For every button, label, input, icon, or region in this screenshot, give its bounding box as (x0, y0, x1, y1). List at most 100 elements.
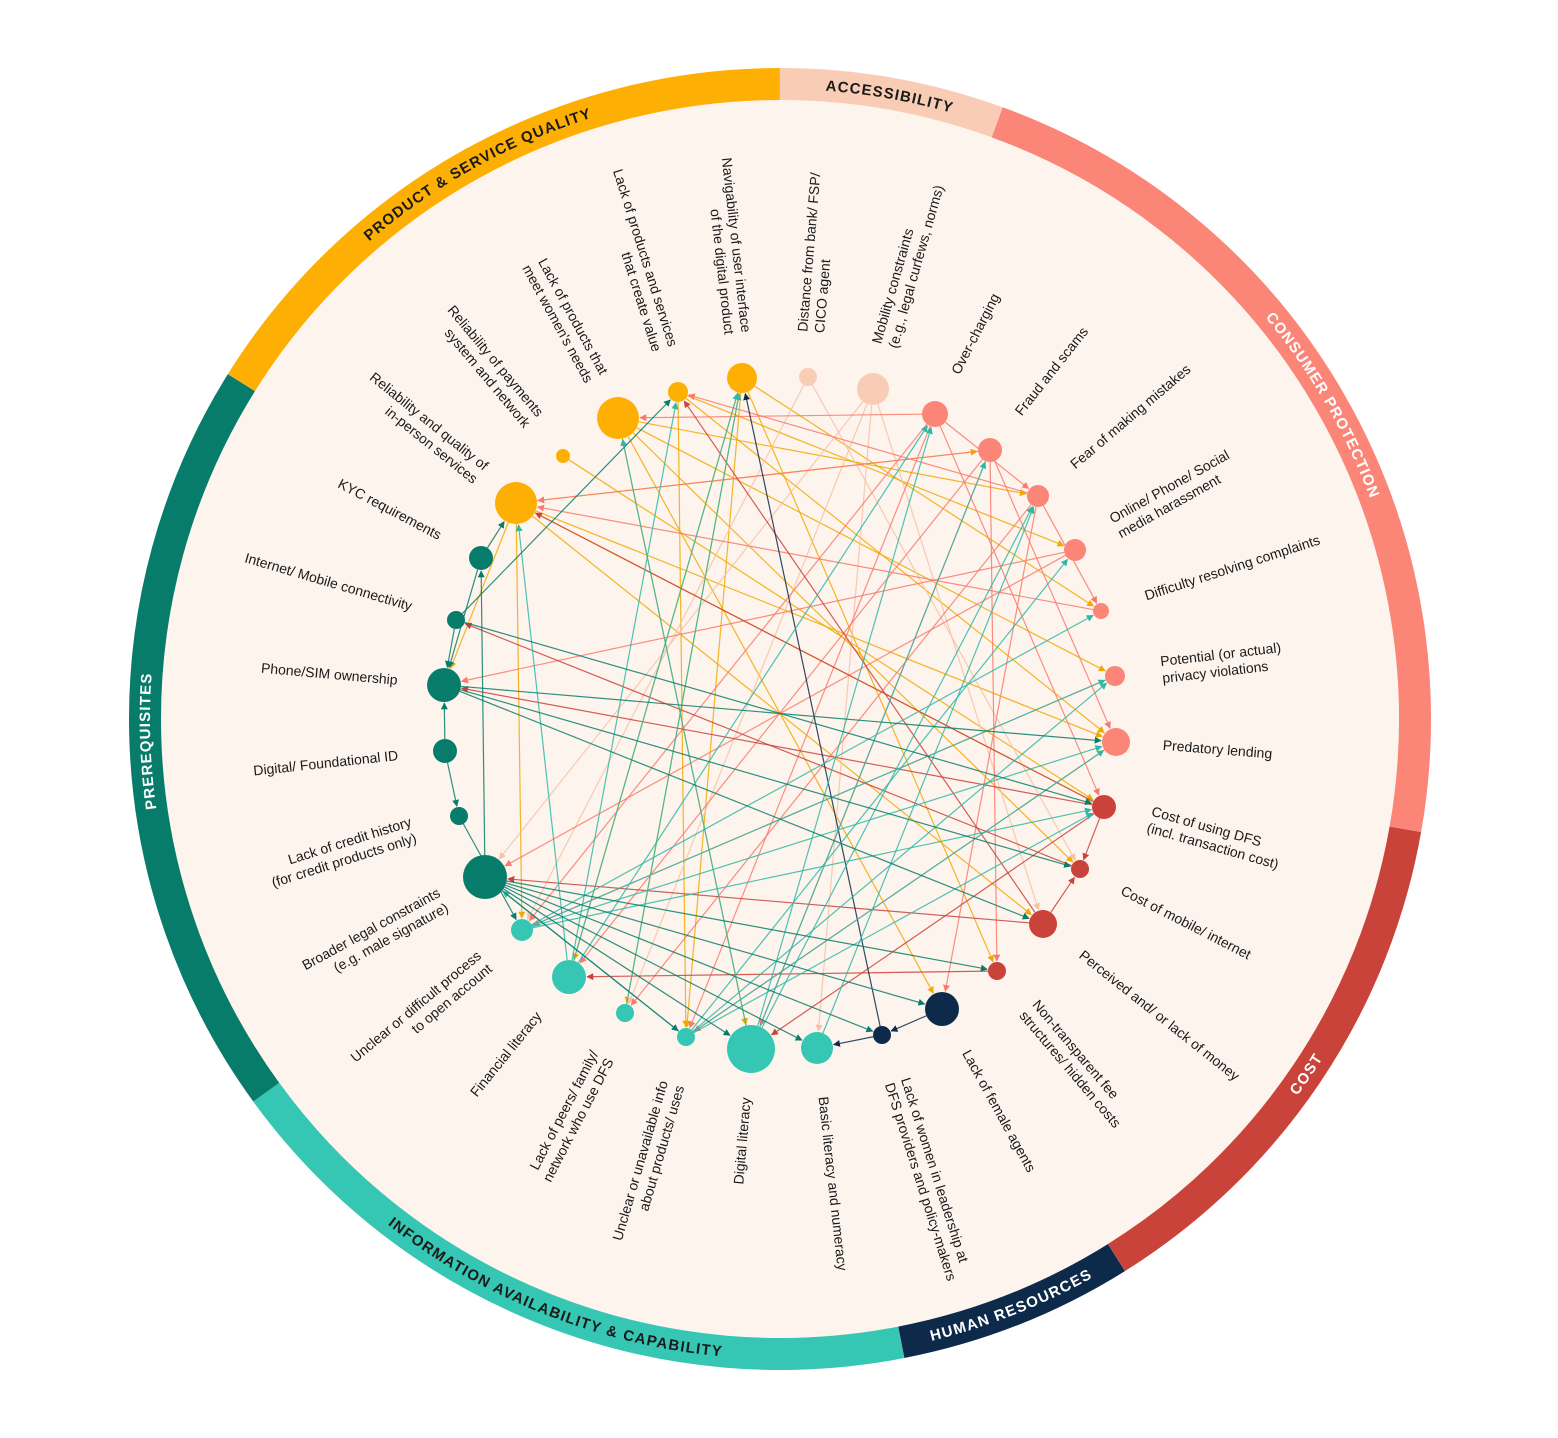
node-label-line: CICO agent (811, 258, 833, 333)
node (556, 449, 570, 463)
connection (531, 614, 1094, 926)
connection (626, 393, 742, 1005)
connection (461, 399, 671, 614)
node (463, 855, 507, 899)
node (447, 611, 465, 629)
node (978, 438, 1002, 462)
connection (687, 395, 1065, 547)
connection (529, 423, 928, 922)
connection (687, 393, 1028, 494)
node (469, 546, 493, 570)
node (988, 962, 1006, 980)
connection (1050, 876, 1075, 913)
connection (486, 520, 505, 549)
connection (504, 886, 803, 1041)
node (616, 1004, 634, 1022)
connection (536, 504, 1094, 611)
connection (747, 391, 994, 963)
connection (446, 762, 459, 807)
node (1029, 910, 1057, 938)
connection (683, 392, 742, 1028)
connection (759, 461, 987, 1027)
category-arc (991, 107, 1431, 832)
connection (503, 888, 731, 1036)
node (925, 992, 959, 1026)
connection (683, 400, 1036, 913)
connection (460, 689, 1072, 868)
connection (579, 459, 983, 964)
node (552, 960, 586, 994)
connection (630, 504, 1032, 1006)
category-arc (253, 1082, 905, 1370)
connection (620, 438, 747, 1026)
connection (464, 622, 1072, 867)
connection (685, 397, 1105, 734)
connection (515, 523, 526, 919)
node (1064, 539, 1086, 561)
category-arc (1108, 826, 1422, 1272)
connection (691, 558, 1068, 1031)
connection (693, 812, 1094, 1034)
node (727, 1025, 775, 1073)
node (668, 382, 688, 402)
node (677, 1028, 695, 1046)
connection (688, 425, 931, 1029)
connection (571, 402, 679, 961)
connection (526, 384, 805, 920)
nodes (427, 363, 1130, 1073)
connection (532, 807, 1092, 929)
category-arc (129, 374, 280, 1102)
connection (832, 1036, 874, 1047)
node (597, 397, 639, 439)
node (511, 919, 533, 941)
connection (761, 506, 1034, 1028)
node (1102, 728, 1130, 756)
connection (505, 882, 926, 1006)
edges (440, 384, 1111, 1047)
node-label-line: Digital literacy (730, 1097, 753, 1185)
connection (460, 551, 1065, 684)
node (1105, 666, 1125, 686)
connection (692, 682, 1108, 1032)
connection (757, 426, 933, 1027)
category-label: PREREQUISITES (136, 672, 159, 811)
connection (693, 749, 1105, 1033)
connection (586, 970, 989, 981)
node (801, 1032, 833, 1064)
connection (504, 554, 1066, 867)
connection (531, 679, 1106, 927)
connection (639, 413, 923, 422)
connection (440, 702, 448, 740)
category-arc (898, 1243, 1125, 1359)
node (495, 482, 537, 524)
connection (444, 628, 455, 668)
connection (815, 404, 873, 1032)
connection (1082, 817, 1101, 861)
category-arc (779, 68, 1003, 138)
connection (498, 401, 864, 860)
category-label-text: PREREQUISITES (136, 672, 158, 811)
connection (459, 690, 1030, 920)
connection (771, 813, 1095, 1036)
node (873, 1026, 891, 1044)
connection (460, 685, 1102, 744)
node (857, 373, 889, 405)
connection (989, 461, 1001, 962)
node (922, 401, 948, 427)
connection (754, 385, 1095, 607)
node (727, 363, 757, 393)
connection (677, 401, 690, 1028)
category-arc (227, 68, 780, 391)
connection (515, 524, 568, 961)
connection (636, 427, 1106, 672)
node (799, 368, 817, 386)
node (427, 668, 461, 702)
connection (505, 884, 874, 1033)
connection (939, 425, 1100, 796)
connection (535, 510, 1103, 738)
node (450, 807, 468, 825)
node (433, 739, 457, 763)
node (1027, 485, 1049, 507)
